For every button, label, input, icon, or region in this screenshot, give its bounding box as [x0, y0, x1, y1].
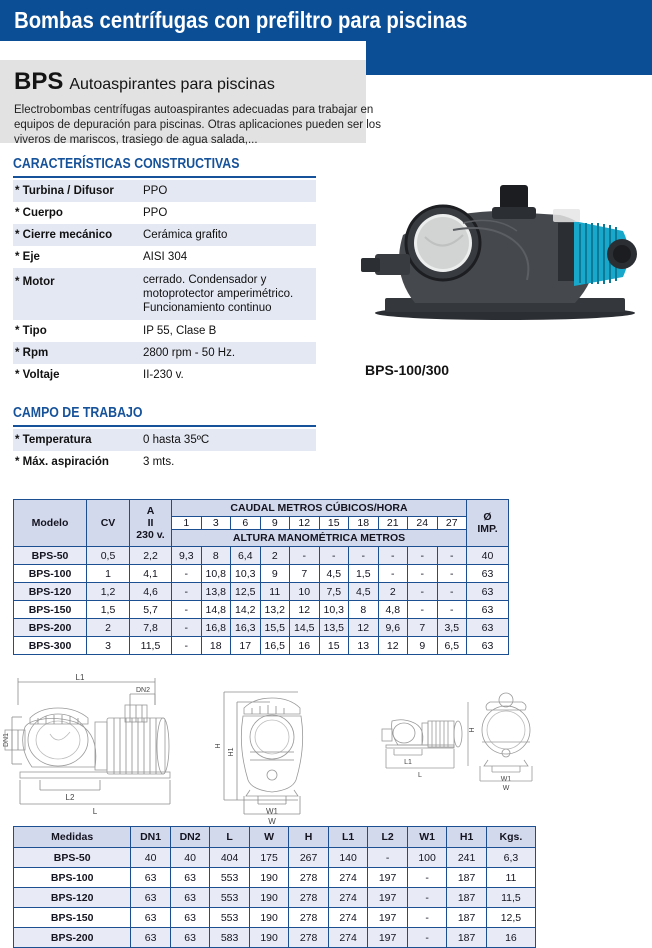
svg-text:W1: W1 — [266, 807, 279, 816]
svg-text:W: W — [268, 817, 276, 825]
svg-text:H1: H1 — [228, 747, 235, 756]
svg-text:L1: L1 — [76, 673, 85, 682]
svg-text:L: L — [93, 807, 98, 816]
svg-text:H: H — [215, 743, 222, 748]
svg-text:W1: W1 — [501, 776, 512, 783]
svg-text:DN1: DN1 — [3, 733, 10, 747]
svg-text:W: W — [503, 785, 510, 792]
svg-text:L: L — [418, 772, 422, 779]
svg-text:DN2: DN2 — [136, 687, 150, 694]
svg-text:H: H — [469, 727, 476, 732]
svg-text:L2: L2 — [66, 793, 75, 802]
svg-text:L1: L1 — [404, 759, 412, 766]
